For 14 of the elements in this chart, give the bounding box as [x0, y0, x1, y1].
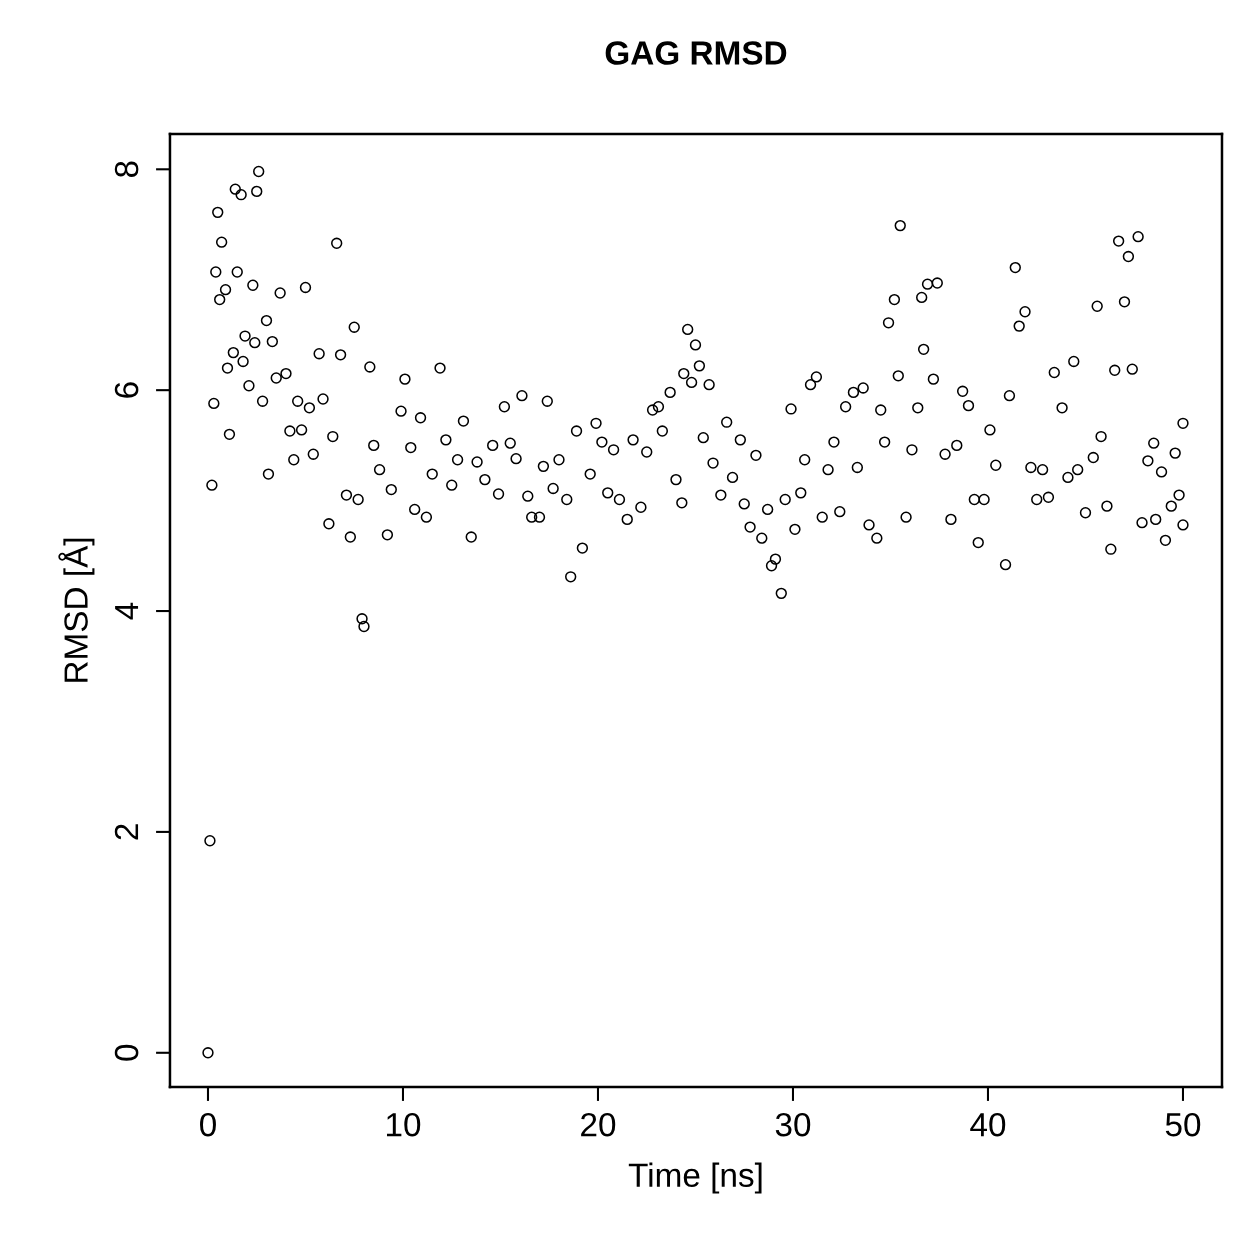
y-axis-title: RMSD [Å] [58, 538, 95, 682]
x-tick-label: 10 [386, 1112, 421, 1137]
y-tick-label: 4 [115, 602, 139, 620]
x-tick-label: 40 [970, 1112, 1006, 1137]
y-tick-label: 0 [114, 1044, 139, 1061]
y-tick-label: 2 [114, 824, 139, 840]
x-tick-label: 0 [200, 1112, 216, 1137]
x-axis-title: Time [ns] [628, 1162, 762, 1194]
x-tick-label: 20 [581, 1112, 616, 1137]
x-tick-label: 50 [1165, 1112, 1201, 1137]
y-tick-label: 8 [114, 161, 139, 178]
y-tick-label: 6 [114, 382, 139, 398]
chart-title: GAG RMSD [605, 41, 787, 65]
x-tick-label: 30 [775, 1112, 811, 1137]
